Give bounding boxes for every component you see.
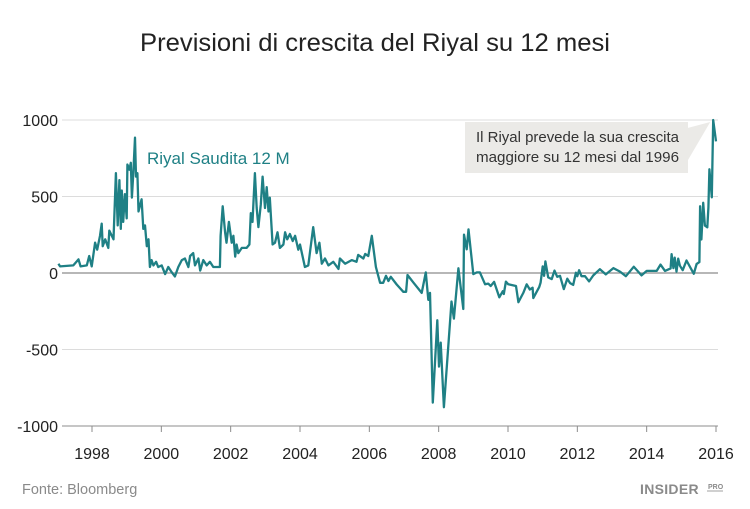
x-tick-label: 2014: [629, 446, 665, 463]
y-tick-label: -500: [26, 343, 58, 360]
x-tick-label: 2010: [490, 446, 526, 463]
annotation-line-2: maggiore su 12 mesi dal 1996: [476, 150, 679, 166]
annotation-line-1: Il Riyal prevede la sua crescita: [476, 130, 680, 146]
y-tick-label: 500: [31, 190, 58, 207]
y-axis: 1000 500 0 -500 -1000: [17, 113, 58, 436]
x-tick-label: 2016: [698, 446, 734, 463]
series-label: Riyal Saudita 12 M: [147, 149, 290, 168]
x-tick-label: 2000: [144, 446, 180, 463]
x-tick-label: 1998: [74, 446, 110, 463]
x-axis: 1998 2000 2002 2004 2006 2008 2010 2012 2014 2016: [62, 425, 734, 463]
x-tick-label: 2004: [282, 446, 318, 463]
y-tick-label: 0: [49, 266, 58, 283]
insider-pro-logo: INSIDER PRO: [640, 481, 724, 497]
y-tick-label: -1000: [17, 419, 58, 436]
x-tick-label: 2006: [352, 446, 388, 463]
series-group: [57, 118, 718, 409]
series-line: [57, 118, 718, 409]
logo-main: INSIDER: [640, 481, 699, 497]
logo-sub: PRO: [708, 484, 724, 491]
x-tick-label: 2012: [560, 446, 596, 463]
annotation-box: [465, 122, 688, 173]
source-note: Fonte: Bloomberg: [22, 482, 137, 498]
chart-title: Previsioni di crescita del Riyal su 12 m…: [140, 29, 610, 57]
x-tick-label: 2002: [213, 446, 249, 463]
y-tick-label: 1000: [22, 113, 58, 130]
x-tick-label: 2008: [421, 446, 457, 463]
annotation: Il Riyal prevede la sua crescita maggior…: [465, 122, 711, 173]
